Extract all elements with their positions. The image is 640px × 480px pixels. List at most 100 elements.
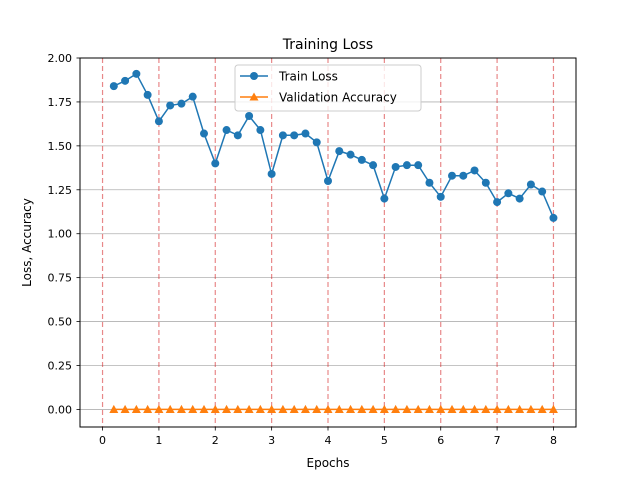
legend-marker-validation-accuracy [249,92,259,101]
data-point-validation-accuracy [402,404,412,414]
data-point-train-loss [504,189,513,198]
legend: Train Loss Validation Accuracy [234,64,422,112]
data-point-train-loss [154,117,163,126]
data-point-validation-accuracy [436,404,446,414]
data-point-validation-accuracy [515,404,525,414]
x-axis-ticks: 0 1 2 3 4 5 6 7 8 [99,427,557,447]
data-point-train-loss [188,92,197,101]
y-tick-label: 0.25 [48,360,73,373]
y-tick-label: 2.00 [48,52,73,65]
data-point-validation-accuracy [199,404,209,414]
data-point-validation-accuracy [357,404,367,414]
data-point-validation-accuracy [176,404,186,414]
data-point-train-loss [526,180,535,189]
y-axis-ticks: 0.00 0.25 0.50 0.75 1.00 1.25 1.50 1.75 2.00 [48,52,80,416]
data-point-train-loss [256,126,265,135]
data-point-validation-accuracy [458,404,468,414]
data-point-train-loss [470,166,479,175]
data-point-validation-accuracy [278,404,288,414]
data-point-validation-accuracy [368,404,378,414]
legend-box [234,64,422,112]
data-point-train-loss [121,76,130,85]
x-tick-label: 1 [155,434,162,447]
x-tick-label: 0 [99,434,106,447]
data-point-train-loss [324,177,332,185]
data-point-train-loss [301,129,310,138]
chart-title: Training Loss [282,37,373,53]
data-point-validation-accuracy [346,404,356,414]
data-point-train-loss [166,101,175,110]
data-point-train-loss [380,194,389,203]
y-tick-label: 0.75 [48,272,73,285]
data-point-validation-accuracy [312,404,322,414]
y-tick-label: 0.50 [48,316,73,329]
data-point-train-loss [132,69,141,78]
data-point-train-loss [211,159,220,168]
x-tick-label: 6 [437,434,444,447]
data-point-train-loss [402,161,411,170]
series-layer [109,69,558,414]
data-point-train-loss [109,82,118,91]
data-point-train-loss [346,150,355,159]
data-point-validation-accuracy [391,404,401,414]
legend-label-train-loss: Train Loss [278,70,338,84]
data-point-validation-accuracy [492,404,502,414]
data-point-train-loss [200,129,208,138]
x-tick-label: 5 [381,434,388,447]
data-point-validation-accuracy [165,404,175,414]
data-point-train-loss [143,90,152,99]
y-tick-label: 1.75 [48,96,73,109]
data-point-validation-accuracy [222,404,232,414]
data-point-train-loss [481,178,490,187]
data-point-validation-accuracy [188,404,198,414]
data-point-train-loss [369,161,378,170]
data-point-train-loss [177,99,186,108]
data-point-validation-accuracy [300,404,310,414]
data-point-train-loss [290,131,299,140]
data-point-validation-accuracy [323,404,333,414]
data-point-validation-accuracy [447,404,457,414]
y-tick-label: 1.50 [48,140,73,153]
data-point-validation-accuracy [481,404,491,414]
data-point-validation-accuracy [255,404,265,414]
data-point-train-loss [459,171,468,180]
data-point-validation-accuracy [334,404,344,414]
data-point-train-loss [493,198,502,207]
data-point-validation-accuracy [131,404,141,414]
data-point-train-loss [267,169,276,178]
x-tick-label: 2 [212,434,219,447]
data-point-validation-accuracy [289,404,299,414]
data-point-validation-accuracy [233,404,243,414]
y-tick-label: 0.00 [48,403,73,416]
data-point-validation-accuracy [470,404,480,414]
y-tick-label: 1.00 [48,228,73,241]
data-point-train-loss [335,147,344,156]
data-point-train-loss [425,178,434,187]
data-point-validation-accuracy [154,404,164,414]
data-point-train-loss [222,126,231,135]
data-point-train-loss [538,187,547,196]
legend-label-validation-accuracy: Validation Accuracy [279,91,397,105]
data-point-train-loss [357,155,366,164]
data-point-train-loss [278,131,287,140]
data-point-train-loss [448,171,456,180]
data-point-train-loss [414,161,423,170]
data-point-validation-accuracy [379,404,389,414]
data-point-train-loss [436,192,445,201]
legend-marker-train-loss [250,72,258,80]
data-point-train-loss [515,194,524,203]
data-point-validation-accuracy [537,404,547,414]
data-point-validation-accuracy [210,404,220,414]
x-tick-label: 3 [268,434,275,447]
data-point-train-loss [245,111,254,120]
data-point-validation-accuracy [143,404,153,414]
data-point-validation-accuracy [109,404,119,414]
data-point-train-loss [312,138,321,147]
data-point-validation-accuracy [244,404,254,414]
y-tick-label: 1.25 [48,184,73,197]
data-point-validation-accuracy [548,404,558,414]
data-point-validation-accuracy [267,404,277,414]
x-tick-label: 8 [550,434,557,447]
x-tick-label: 7 [494,434,501,447]
